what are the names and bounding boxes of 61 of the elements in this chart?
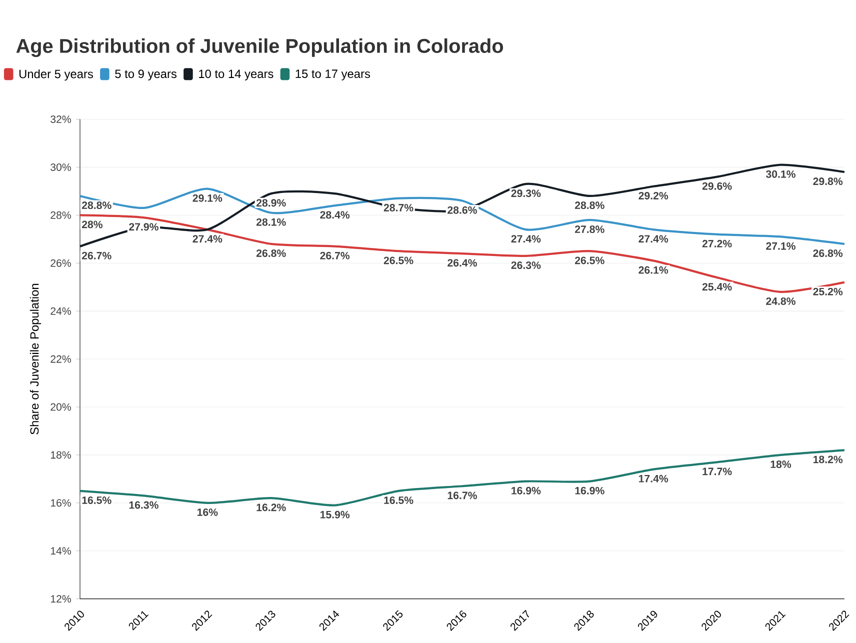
data-label: 16.2% [256,504,286,512]
data-label: 16% [197,508,218,516]
data-label: 27.2% [702,240,732,248]
chart-title: Age Distribution of Juvenile Population in Colorado [16,38,504,58]
data-label: 28.8% [82,202,112,210]
data-label: 26.7% [320,252,350,260]
data-label: 24.8% [766,298,796,306]
data-label: 28.8% [574,202,604,210]
data-label: 28.4% [320,211,350,219]
data-label: 26.5% [574,256,604,264]
data-label: 16.7% [448,492,477,500]
data-label: 29.6% [702,182,732,190]
data-label: 26.8% [813,250,843,258]
data-label: 16.5% [82,496,112,504]
data-label: 28% [82,220,103,228]
data-label: 27.4% [638,235,668,243]
data-label: 27.1% [766,242,796,250]
y-tick-label: 30% [50,164,71,172]
data-label: 27.4% [192,235,222,243]
y-tick-label: 28% [50,212,71,220]
data-label: 29.8% [813,178,843,186]
data-label: 28.1% [256,218,286,226]
data-label: 16.9% [575,487,604,495]
data-label: 16.9% [512,487,541,495]
y-tick-label: 16% [50,499,71,507]
y-tick-label: 20% [50,403,71,411]
y-tick-label: 24% [50,308,71,316]
data-label: 25.2% [813,288,843,296]
data-label: 29.1% [192,194,222,202]
y-tick-label: 12% [50,595,71,603]
data-label: 26.8% [256,250,286,258]
data-label: 29.2% [638,192,668,200]
data-label: 17.4% [638,475,668,483]
data-label: 27.8% [574,226,604,234]
legend-label: 10 to 14 years [199,70,274,81]
data-label: 16.5% [384,496,414,504]
legend-label: Under 5 years [19,70,93,81]
y-tick-label: 22% [50,356,71,363]
data-label: 26.7% [82,252,112,260]
data-label: 26.3% [511,262,541,270]
data-label: 27.4% [511,235,541,243]
line-series [78,164,846,248]
data-label: 28.9% [256,199,286,207]
legend-label: 15 to 17 years [296,70,370,81]
data-label: 29.3% [511,190,541,198]
data-label: 18.2% [813,456,843,464]
y-tick-label: 26% [50,260,71,268]
data-label: 18% [770,460,792,468]
data-label: 16.3% [129,502,158,510]
data-label: 26.1% [638,266,668,274]
data-label: 26.4% [448,259,477,267]
y-tick-label: 32% [50,116,71,124]
data-label: 17.7% [702,468,732,476]
data-label: 15.9% [320,511,350,519]
y-tick-label: 14% [50,547,71,555]
legend-label: 5 to 9 years [115,70,176,81]
y-tick-label: 18% [50,451,71,459]
data-label: 25.4% [702,283,732,291]
data-label: 30.1% [766,170,796,178]
data-label: 26.5% [384,256,414,264]
y-axis-title: Share of Juvenile Population [30,284,42,435]
